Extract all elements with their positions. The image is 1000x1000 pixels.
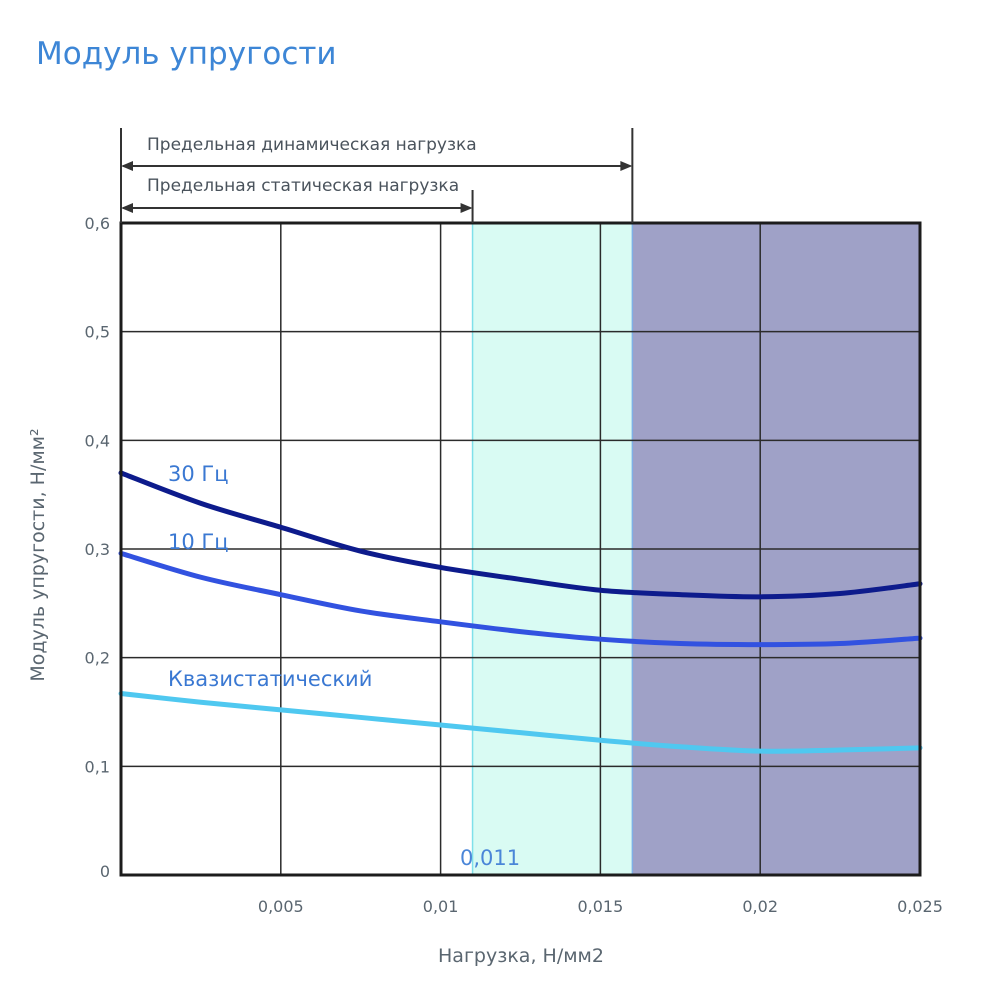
series-label-2: Квазистатический	[168, 667, 372, 691]
x-tick-label: 0,015	[577, 897, 623, 916]
y-tick-labels: 0 0,1 0,2 0,3 0,4 0,5 0,6	[85, 214, 110, 881]
y-tick-label: 0,3	[85, 540, 110, 559]
static-limit-arrow-arrowhead-left	[121, 203, 133, 213]
dynamic-limit-arrow-arrowhead-right	[620, 161, 633, 171]
series-line-2	[118, 691, 923, 754]
x-tick-label: 0,025	[897, 897, 943, 916]
y-tick-label: 0	[100, 862, 110, 881]
y-tick-label: 0,4	[85, 431, 110, 450]
x-axis-label: Нагрузка, Н/мм2	[438, 945, 604, 967]
x-tick-label: 0,01	[423, 897, 459, 916]
series-line-0	[118, 470, 923, 600]
chart-title: Модуль упругости	[36, 36, 337, 72]
x-tick-label: 0,02	[742, 897, 778, 916]
dynamic-limit-label: Предельная динамическая нагрузка	[147, 135, 477, 155]
dynamic-limit-arrow-arrowhead-left	[121, 161, 133, 171]
series-label-0: 30 Гц	[168, 462, 229, 486]
x-tick-labels: 0,005 0,01 0,015 0,02 0,025	[258, 897, 943, 916]
static-limit-value-label: 0,011	[460, 846, 520, 870]
y-tick-label: 0,6	[85, 214, 110, 233]
y-tick-label: 0,2	[85, 649, 110, 668]
series-label-1: 10 Гц	[168, 530, 229, 554]
static-limit-arrow-arrowhead-right	[460, 203, 473, 213]
static-limit-label: Предельная статическая нагрузка	[147, 176, 459, 196]
x-tick-label: 0,005	[258, 897, 304, 916]
y-axis-label: Модуль упругости, Н/мм²	[27, 428, 49, 681]
y-tick-label: 0,5	[85, 323, 110, 342]
series-line-1	[118, 550, 923, 648]
y-tick-label: 0,1	[85, 757, 110, 776]
plot-frame	[119, 221, 922, 877]
series-lines	[118, 470, 923, 754]
series-labels: 30 Гц 10 Гц Квазистатический	[168, 462, 372, 691]
load-limit-annotations: Предельная динамическая нагрузка Предельн…	[120, 128, 634, 223]
